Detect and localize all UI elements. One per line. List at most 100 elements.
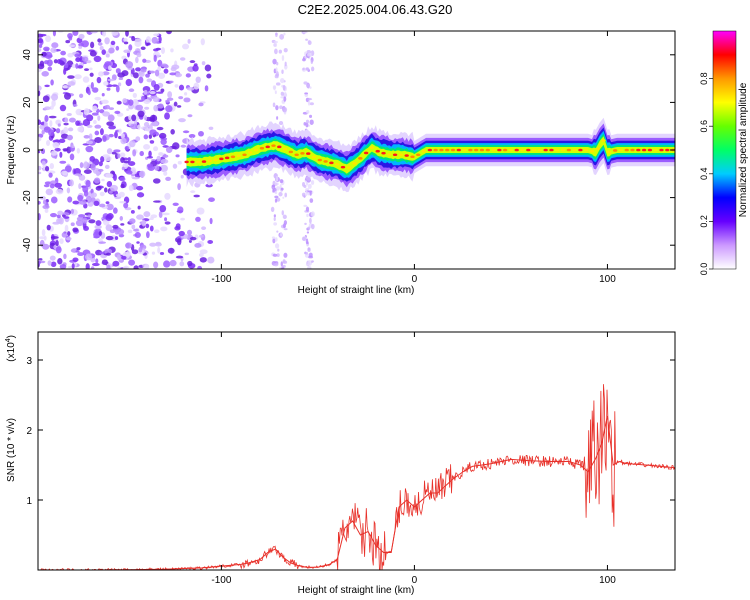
noise-speckle [307, 183, 312, 189]
noise-speckle [149, 242, 157, 247]
noise-speckle [40, 148, 46, 155]
noise-speckle [81, 217, 88, 224]
noise-speckle [144, 106, 150, 110]
noise-speckle [160, 226, 168, 232]
noise-speckle [131, 176, 140, 180]
noise-speckle [75, 250, 80, 253]
noise-speckle [123, 160, 130, 164]
noise-speckle [91, 112, 99, 116]
noise-speckle [41, 229, 46, 237]
noise-speckle [78, 42, 84, 47]
noise-speckle [164, 221, 171, 225]
ridge-peak [647, 148, 653, 152]
noise-speckle [42, 199, 47, 205]
noise-speckle [116, 228, 125, 235]
noise-speckle [43, 46, 50, 52]
snr-panel: -100 0 100 1 2 3 Height of straight line (km… [5, 331, 676, 596]
noise-speckle [41, 51, 47, 57]
noise-speckle [41, 129, 45, 135]
noise-speckle [85, 180, 91, 188]
noise-speckle [82, 56, 89, 62]
noise-speckle [66, 134, 73, 141]
noise-speckle [163, 171, 168, 176]
noise-speckle [169, 80, 174, 84]
noise-speckle [104, 187, 108, 193]
noise-speckle [108, 47, 115, 54]
ridge-peak [479, 148, 485, 152]
colorbar-tick-label: 0.6 [699, 120, 709, 133]
ridge-peak [369, 146, 375, 149]
noise-speckle [153, 261, 159, 269]
noise-speckle [160, 159, 169, 164]
noise-speckle [113, 207, 118, 214]
noise-speckle [123, 202, 129, 209]
noise-speckle [177, 183, 181, 191]
noise-speckle [109, 184, 118, 192]
noise-speckle [105, 53, 110, 58]
noise-speckle [178, 118, 186, 123]
noise-speckle [152, 178, 161, 184]
noise-speckle [159, 252, 165, 255]
noise-speckle [177, 206, 184, 214]
noise-speckle [309, 217, 312, 224]
noise-speckle [134, 38, 142, 43]
noise-speckle [38, 258, 43, 261]
noise-speckle [270, 206, 275, 212]
noise-speckle [106, 180, 113, 188]
ridge-peak [410, 155, 415, 159]
colorbar-tick-label: 0.2 [699, 215, 709, 228]
noise-speckle [83, 108, 90, 116]
noise-speckle [131, 114, 137, 122]
noise-speckle [274, 90, 277, 95]
noise-speckle [278, 49, 282, 54]
noise-speckle [153, 104, 159, 112]
ridge-peak [334, 162, 340, 166]
ridge-peak [207, 159, 212, 163]
noise-speckle [119, 152, 126, 158]
noise-speckle [42, 167, 46, 172]
noise-speckle [135, 104, 144, 111]
ridge-peak [242, 153, 247, 157]
noise-speckle [78, 183, 82, 190]
noise-speckle [83, 134, 90, 139]
noise-speckle [74, 173, 82, 177]
ridge-peak [398, 153, 404, 157]
noise-speckle [52, 221, 60, 225]
noise-speckle [177, 238, 182, 246]
noise-speckle [41, 71, 49, 77]
snr-y-tick-label: 2 [26, 426, 32, 437]
noise-speckle [90, 41, 95, 49]
noise-speckle [59, 104, 67, 112]
noise-speckle [272, 253, 278, 257]
noise-speckle [282, 84, 286, 91]
noise-speckle [120, 157, 125, 164]
noise-speckle [91, 87, 99, 93]
noise-speckle [108, 65, 112, 71]
noise-speckle [43, 126, 51, 133]
noise-speckle [283, 96, 287, 102]
noise-speckle [137, 205, 141, 210]
noise-speckle [45, 139, 51, 146]
snr-x-tick-label: 100 [599, 575, 616, 586]
noise-speckle [90, 192, 97, 198]
noise-speckle [109, 190, 113, 194]
noise-speckle [69, 179, 74, 187]
noise-speckle [67, 32, 73, 39]
noise-speckle [114, 131, 118, 139]
noise-speckle [46, 59, 53, 67]
noise-speckle [54, 147, 61, 152]
noise-speckle [89, 155, 96, 162]
noise-speckle [59, 238, 64, 245]
noise-speckle [146, 78, 153, 83]
noise-speckle [306, 49, 311, 54]
noise-speckle [51, 99, 56, 108]
noise-speckle [302, 58, 306, 62]
noise-speckle [274, 48, 278, 55]
snr-y-scale-note: (x104) [5, 335, 17, 362]
noise-speckle [44, 208, 49, 213]
noise-speckle [309, 198, 314, 203]
ridge-peak [201, 160, 207, 163]
ridge-peak [421, 149, 427, 153]
noise-speckle [198, 234, 204, 238]
noise-speckle [192, 64, 199, 72]
